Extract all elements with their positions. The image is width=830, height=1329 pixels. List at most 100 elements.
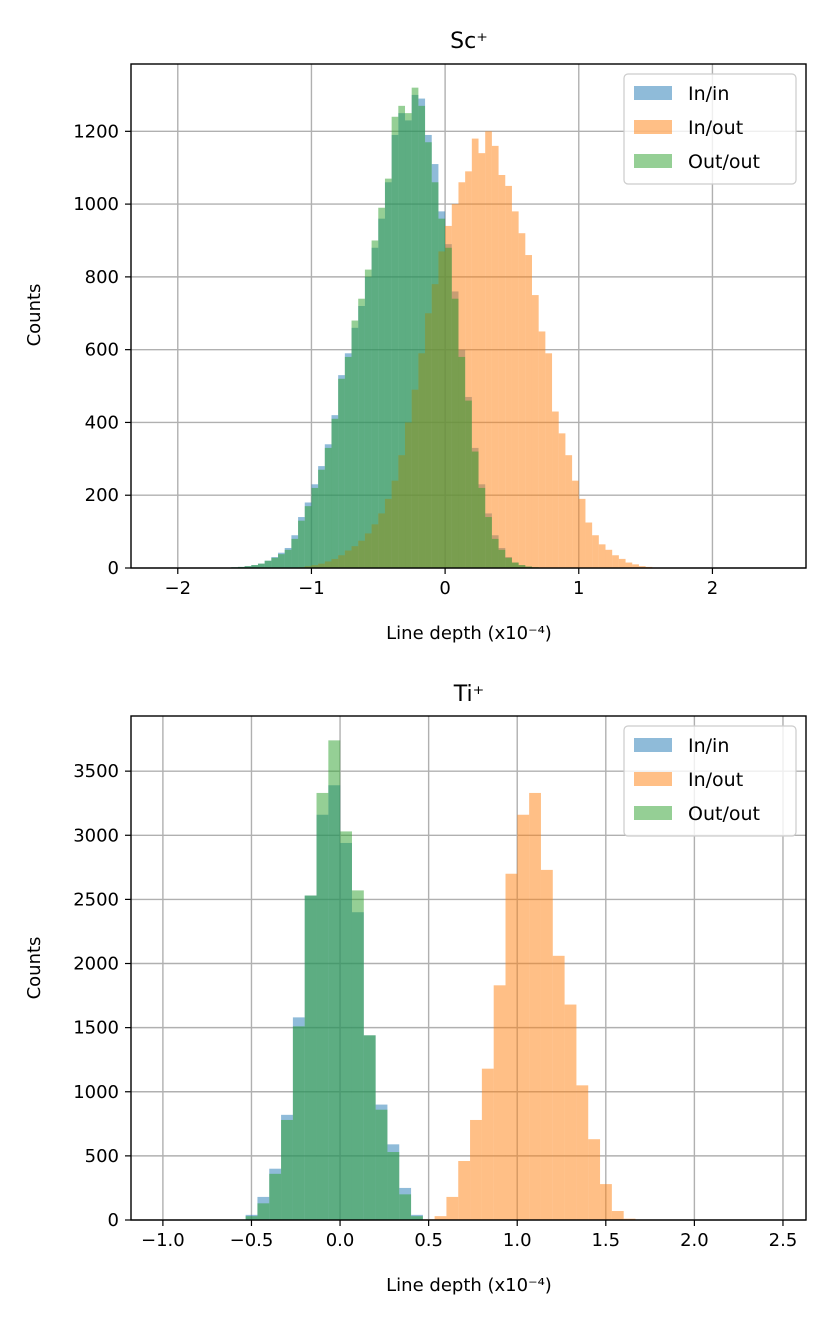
x-tick-label: −0.5 (230, 1230, 274, 1251)
histogram-bar (304, 895, 317, 1220)
histogram-bar (278, 554, 285, 568)
histogram-bar (384, 178, 392, 568)
series-out-out (231, 87, 539, 569)
x-axis-label: Line depth (x10⁻⁴) (386, 1275, 552, 1296)
chart-title: Ti⁺ (453, 682, 485, 707)
histogram-bar (572, 480, 579, 568)
histogram-bar (478, 153, 486, 569)
y-tick-label: 3500 (73, 761, 119, 782)
histogram-bar (605, 549, 613, 568)
plot-area-frame (130, 63, 807, 569)
histogram-bar (491, 538, 499, 568)
histogram-bar (498, 174, 506, 568)
histogram-bar (251, 565, 258, 568)
histogram-bar (598, 544, 606, 568)
y-tick-label: 2500 (73, 889, 119, 910)
histogram-bar (398, 105, 406, 568)
y-tick-label: 1000 (73, 1082, 119, 1103)
histogram-bar (564, 1004, 577, 1220)
y-tick-label: 400 (85, 412, 119, 433)
histogram-bar (505, 557, 512, 568)
histogram-bar (281, 1119, 293, 1220)
histogram-bar (451, 298, 459, 568)
x-tick-label: 0.0 (326, 1230, 355, 1251)
histogram-bar (418, 105, 426, 568)
histogram-bar (498, 549, 506, 568)
histogram-bar (411, 87, 419, 568)
x-tick-label: −1.0 (141, 1230, 185, 1251)
histogram-bar (298, 520, 305, 568)
legend-label: In/in (688, 735, 729, 757)
histogram-bar (470, 1119, 482, 1220)
histogram-bar (257, 563, 265, 568)
y-tick-label: 1200 (73, 121, 119, 142)
y-tick-label: 3000 (73, 825, 119, 846)
histogram-bar (351, 320, 359, 568)
histogram-bar (284, 549, 292, 568)
sc-histogram-panel: Sc⁺ Line depth (x10⁻⁴) Counts −2 −1 0 1 2 0 20… (24, 29, 807, 644)
histogram-bar (328, 740, 341, 1220)
histogram-bar (481, 1068, 494, 1220)
histogram-bar (552, 955, 565, 1220)
legend-label: In/out (688, 117, 743, 139)
histogram-bar (558, 433, 566, 568)
histogram-bar (511, 562, 519, 568)
y-axis-label: Counts (24, 284, 45, 347)
legend-label: Out/out (688, 151, 760, 173)
chart-title: Sc⁺ (450, 29, 488, 54)
histogram-bar (538, 331, 546, 568)
legend: In/in In/out Out/out (623, 73, 797, 185)
histogram-bar (438, 218, 446, 568)
y-tick-label: 0 (108, 558, 119, 579)
y-tick-label: 800 (85, 267, 119, 288)
y-tick-label: 2000 (73, 954, 119, 975)
histogram-bar (638, 566, 646, 568)
histogram-bar (578, 498, 586, 568)
histogram-bar (592, 535, 599, 568)
legend-swatch (634, 806, 672, 820)
y-tick-label: 1000 (73, 194, 119, 215)
y-axis-label: Counts (24, 937, 45, 1000)
histogram-bar (338, 378, 345, 568)
histogram-bar (399, 1194, 412, 1220)
histogram-bar (358, 298, 365, 568)
histogram-bar (505, 185, 512, 569)
histogram-bar (245, 1216, 258, 1220)
histogram-bar (391, 116, 399, 568)
histogram-bar (364, 269, 372, 568)
legend-label: In/in (688, 83, 729, 105)
ti-histogram-panel: Ti⁺ Line depth (x10⁻⁴) Counts −1.0 −0.5 0.… (24, 682, 807, 1296)
histogram-bar (612, 555, 619, 568)
histogram-bar (434, 1216, 447, 1220)
histogram-bar (485, 131, 492, 569)
histogram-bar (576, 1085, 589, 1220)
histogram-bar (531, 295, 539, 568)
histogram-bar (493, 985, 506, 1220)
series-out-out (245, 740, 423, 1220)
histogram-bar (478, 487, 486, 568)
histogram-bar (387, 1152, 400, 1220)
histogram-bar (540, 869, 553, 1220)
histogram-bar (340, 831, 352, 1220)
x-tick-label: 1.0 (503, 1230, 532, 1251)
plot-area-frame (130, 715, 807, 1221)
histogram-bar (344, 356, 352, 568)
x-tick-label: 0.5 (414, 1230, 443, 1251)
histogram-bar (632, 564, 639, 568)
x-tick-label: 2 (707, 578, 718, 599)
histogram-bar (505, 873, 518, 1220)
histogram-bar (264, 560, 272, 568)
x-tick-label: 2.5 (769, 1230, 798, 1251)
histogram-bar (625, 562, 633, 568)
histogram-bar (525, 255, 532, 568)
histogram-bar (465, 171, 472, 569)
legend-label: Out/out (688, 803, 760, 825)
y-tick-label: 1500 (73, 1018, 119, 1039)
histogram-bar (485, 517, 492, 568)
bars (231, 87, 653, 569)
histogram-bar (565, 455, 573, 568)
histogram-bar (588, 1139, 601, 1220)
histogram-bar (331, 418, 339, 568)
histogram-bar (525, 566, 532, 568)
